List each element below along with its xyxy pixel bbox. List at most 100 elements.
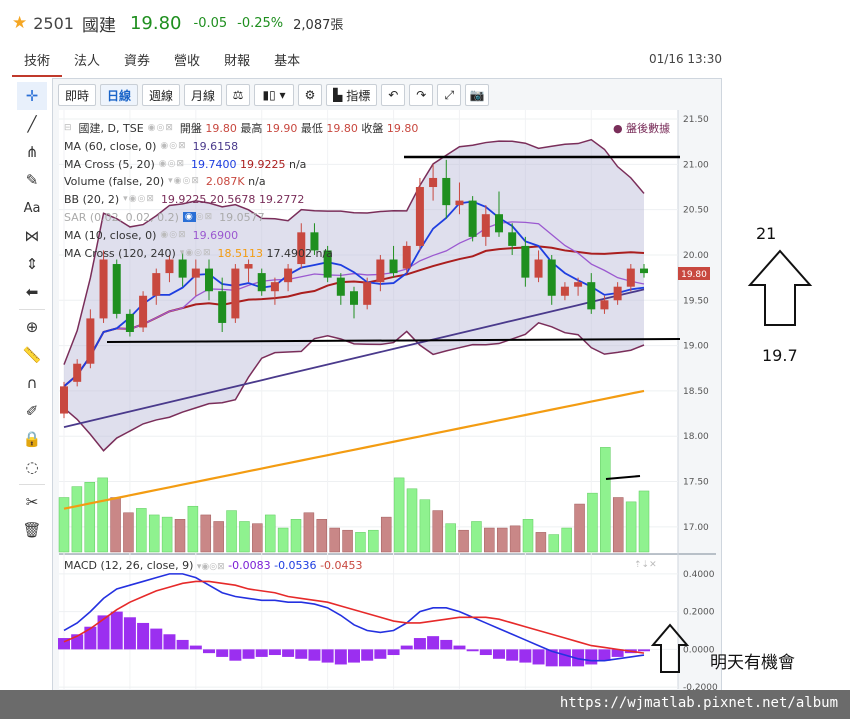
- stock-code: 2501: [33, 13, 74, 33]
- candle-body: [495, 214, 503, 233]
- daily-button[interactable]: 日線: [100, 84, 139, 106]
- toolbar-divider: [19, 484, 45, 485]
- compare-icon[interactable]: ⚖: [226, 84, 251, 106]
- tab-institutional[interactable]: 法人: [74, 54, 101, 69]
- candle-body: [442, 177, 451, 206]
- after-hours-dot-icon: ●: [613, 122, 623, 135]
- legend-controls[interactable]: ◉◎⊠: [160, 140, 187, 151]
- fullscreen-icon[interactable]: ⤢: [437, 84, 462, 106]
- legend-controls[interactable]: ▾◉◎⊠: [196, 562, 225, 572]
- candle-body: [534, 259, 543, 278]
- realtime-button[interactable]: 即時: [58, 84, 97, 106]
- volume-bar: [277, 527, 289, 553]
- redo-icon[interactable]: ↷: [409, 84, 434, 106]
- ma120-line: [63, 389, 645, 510]
- collapse-icon[interactable]: ⊟: [64, 123, 73, 133]
- legend-controls[interactable]: ◉◎⊠: [182, 211, 214, 222]
- macd-legend: MACD (12, 26, close, 9) ▾◉◎⊠ -0.0083 -0.…: [64, 559, 363, 572]
- measure-icon[interactable]: ⇕: [25, 255, 39, 273]
- macd-hist-bar: [123, 617, 136, 650]
- volume-bar: [484, 527, 495, 553]
- brush-icon[interactable]: ✎: [25, 171, 39, 189]
- candle-type-icon[interactable]: ▮▯ ▾: [254, 84, 295, 106]
- candle-body: [402, 245, 411, 269]
- settings-icon[interactable]: ⚙: [298, 84, 323, 106]
- legend-row-ma10: MA (10, close, 0) ◉◎⊠ 19.6900: [64, 227, 418, 245]
- lock-icon[interactable]: 🔒: [22, 430, 42, 448]
- trash-icon[interactable]: 🗑: [22, 521, 42, 539]
- legend-controls[interactable]: ◉◎⊠: [147, 123, 174, 133]
- eye-icon[interactable]: ◌: [25, 458, 39, 476]
- legend-controls[interactable]: ▾◉◎⊠: [179, 247, 212, 258]
- tab-technical[interactable]: 技術: [12, 46, 63, 77]
- legend-controls[interactable]: ◉◎⊠: [158, 158, 185, 169]
- camera-icon[interactable]: 📷: [465, 84, 490, 106]
- volume-bar: [445, 523, 456, 553]
- price-pane: [59, 110, 678, 554]
- fork-icon[interactable]: ⋔: [25, 143, 39, 161]
- candle-body: [270, 282, 279, 292]
- candle-body: [574, 282, 583, 287]
- volume-bar: [496, 527, 508, 553]
- trendline-icon[interactable]: ╱: [27, 115, 37, 133]
- volume-bar: [638, 490, 650, 553]
- macross2-value-1: 18.5113: [217, 246, 264, 260]
- volume-bar: [612, 497, 624, 553]
- macd-hist-bar: [216, 649, 229, 657]
- tab-revenue[interactable]: 營收: [174, 54, 201, 69]
- price-tick-label: 17.00: [683, 523, 709, 533]
- weekly-button[interactable]: 週線: [142, 84, 181, 106]
- tools-icon[interactable]: ✂: [25, 493, 39, 511]
- ma60-value: 19.6158: [192, 139, 239, 153]
- arrow-left-icon[interactable]: ⬅: [25, 283, 39, 301]
- candle-body: [481, 214, 490, 237]
- tab-margin[interactable]: 資券: [124, 54, 151, 69]
- tab-financials[interactable]: 財報: [224, 54, 251, 69]
- candle-body: [99, 259, 108, 319]
- macd-value-1: -0.0083: [228, 559, 271, 572]
- volume-bar: [471, 521, 482, 553]
- macd-hist-bar: [110, 611, 123, 650]
- macd-hist-bar: [453, 645, 466, 650]
- macd-signal-line: [63, 580, 645, 654]
- crosshair-icon[interactable]: ✛: [17, 82, 47, 110]
- bb-value-2: 20.5678: [209, 193, 256, 207]
- pattern-icon[interactable]: ⋈: [24, 227, 40, 245]
- monthly-button[interactable]: 月線: [184, 84, 223, 106]
- candle-body: [178, 259, 187, 278]
- zoom-icon[interactable]: ⊕: [25, 318, 39, 336]
- volume-bar: [290, 519, 302, 553]
- legend-row-sar: SAR (0.02, 0.02, 0.2) ◉ ◎⊠ 19.0577: [64, 209, 418, 227]
- candle-body: [125, 313, 134, 332]
- ruler-icon[interactable]: 📏: [22, 346, 42, 364]
- macd-hist-bar: [348, 649, 360, 663]
- text-icon[interactable]: Aa: [23, 200, 41, 216]
- macd-pane-controls[interactable]: ⇡⇣✕: [634, 560, 657, 570]
- legend-row-main: ⊟ 國建, D, TSE ◉◎⊠ 開盤 19.80 最高 19.90 最低 19…: [64, 120, 418, 138]
- star-icon[interactable]: ★: [12, 13, 28, 33]
- legend-controls[interactable]: ▾◉◎⊠: [168, 176, 200, 187]
- macd-hist-bar: [374, 649, 387, 659]
- indicators-button[interactable]: ▙ 指標: [326, 84, 378, 106]
- indicator-legend: ⊟ 國建, D, TSE ◉◎⊠ 開盤 19.80 最高 19.90 最低 19…: [64, 120, 418, 262]
- candle-body: [363, 282, 372, 305]
- candle-body: [218, 291, 227, 323]
- stock-header: ★ 2501 國建 19.80 -0.05 -0.25% 2,087張: [12, 10, 343, 36]
- sar-visibility-icon[interactable]: ◉: [182, 211, 196, 222]
- volume-bar: [200, 514, 212, 553]
- macross2-label: MA Cross (120, 240): [64, 246, 176, 260]
- volume-bar: [123, 512, 134, 553]
- pencil-lock-icon[interactable]: ✐: [25, 402, 39, 420]
- volume-bar: [187, 505, 199, 553]
- candle-body: [640, 268, 648, 274]
- legend-controls[interactable]: ▾◉◎⊠: [123, 194, 155, 205]
- magnet-icon[interactable]: ∩: [26, 374, 38, 392]
- undo-icon[interactable]: ↶: [381, 84, 406, 106]
- after-hours-badge[interactable]: ● 盤後數據: [613, 120, 670, 136]
- legend-controls[interactable]: ◉◎⊠: [160, 229, 187, 240]
- macd-hist-bar: [150, 628, 163, 650]
- macd-hist-bar: [545, 649, 558, 667]
- tab-basic[interactable]: 基本: [274, 54, 301, 69]
- bollinger-lower: [63, 321, 645, 452]
- high-value: 19.90: [265, 122, 298, 135]
